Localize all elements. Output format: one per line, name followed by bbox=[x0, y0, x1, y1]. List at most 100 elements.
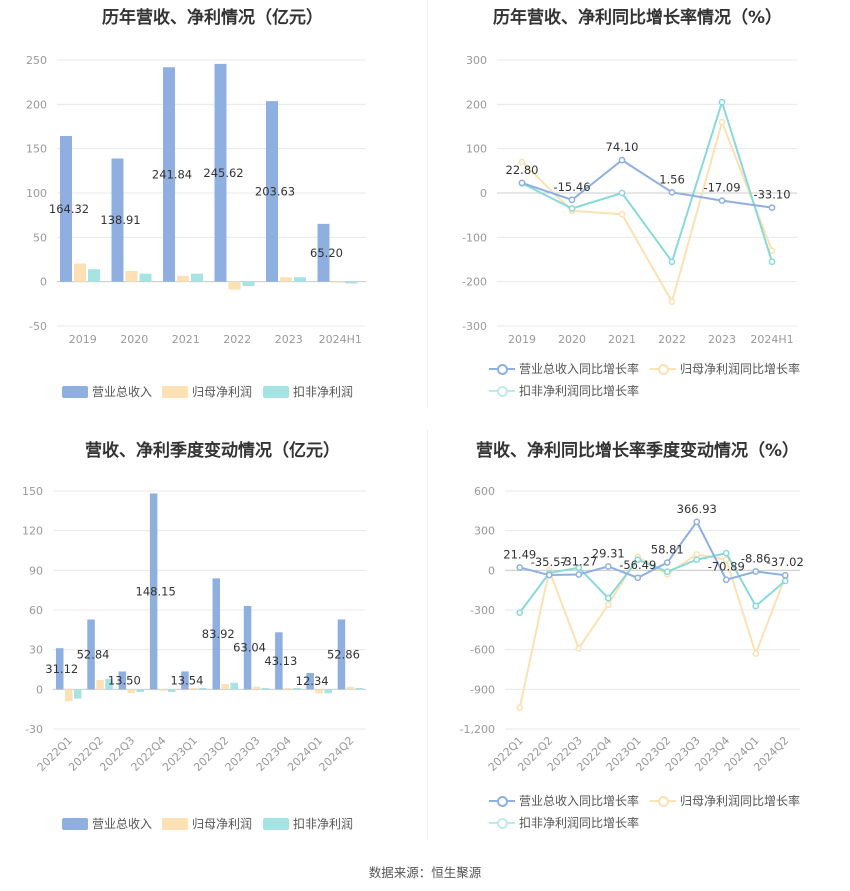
data-point bbox=[752, 650, 760, 657]
bar-1 bbox=[149, 493, 158, 690]
data-point bbox=[693, 518, 701, 526]
bar-2 bbox=[252, 686, 261, 690]
quarterly-revenue-bar-chart: -3003060901201502022Q12022Q22022Q32022Q4… bbox=[22, 485, 366, 774]
chart-title: 历年营收、净利情况（亿元） bbox=[102, 8, 323, 28]
x-tick-label: 2022 bbox=[223, 333, 251, 346]
data-label: 13.54 bbox=[170, 673, 203, 687]
bar-3 bbox=[105, 678, 113, 690]
data-label: 52.86 bbox=[327, 647, 360, 661]
legend-label: 扣非净利润 bbox=[293, 817, 354, 831]
bar-1 bbox=[266, 101, 278, 282]
data-point bbox=[634, 574, 642, 582]
bar-3 bbox=[293, 688, 301, 690]
bar-2 bbox=[65, 689, 73, 702]
data-point bbox=[768, 204, 776, 212]
data-point bbox=[693, 551, 701, 558]
y-tick-label: 150 bbox=[22, 485, 43, 498]
data-point bbox=[618, 189, 626, 197]
data-label: 52.84 bbox=[77, 647, 110, 661]
vertical-divider bbox=[427, 430, 428, 840]
legend-item[interactable]: 扣非净利润 bbox=[263, 815, 353, 832]
bar-2 bbox=[127, 689, 136, 694]
bar-1 bbox=[275, 632, 283, 690]
data-label: -15.46 bbox=[553, 180, 590, 194]
data-point bbox=[752, 602, 760, 610]
legend-swatch bbox=[263, 817, 289, 830]
x-tick-label: 2023 bbox=[275, 333, 303, 346]
legend: 营业总收入同比增长率 归母净利润同比增长率 扣非净利润同比增长率 bbox=[425, 792, 850, 832]
legend-swatch bbox=[489, 363, 515, 375]
bar-3 bbox=[324, 689, 332, 694]
chart-title: 营收、净利同比增长率季度变动情况（%） bbox=[475, 441, 800, 461]
data-label: -35.57 bbox=[531, 555, 568, 569]
legend-item[interactable]: 归母净利润同比增长率 bbox=[650, 792, 800, 809]
x-tick-label: 2020 bbox=[558, 333, 586, 346]
legend-swatch bbox=[162, 385, 188, 398]
data-source-note: 数据来源：恒生聚源 bbox=[368, 865, 482, 880]
y-tick-label: 200 bbox=[26, 98, 47, 111]
data-point bbox=[722, 576, 730, 584]
bar-1 bbox=[163, 67, 175, 282]
legend-item[interactable]: 扣非净利润同比增长率 bbox=[489, 814, 639, 831]
data-point bbox=[618, 156, 626, 164]
series-line-2 bbox=[521, 118, 773, 305]
bar-1 bbox=[337, 619, 346, 690]
legend-item[interactable]: 归母净利润同比增长率 bbox=[650, 360, 800, 377]
series-line-2 bbox=[518, 553, 787, 709]
y-tick-label: 600 bbox=[474, 485, 495, 498]
bar-2 bbox=[125, 271, 138, 282]
series-line-1 bbox=[519, 519, 786, 581]
bar-1 bbox=[317, 223, 330, 282]
legend-item[interactable]: 营业总收入同比增长率 bbox=[489, 792, 639, 809]
data-label: 65.20 bbox=[310, 246, 343, 260]
legend-item[interactable]: 营业总收入同比增长率 bbox=[489, 360, 639, 377]
x-tick-label: 2023 bbox=[708, 333, 736, 346]
data-point bbox=[663, 568, 671, 576]
data-label: -37.02 bbox=[767, 555, 804, 569]
bar-3 bbox=[294, 277, 306, 282]
legend-label: 归母净利润同比增长率 bbox=[680, 362, 801, 376]
y-tick-label: 120 bbox=[22, 525, 43, 538]
legend-swatch bbox=[489, 385, 515, 397]
legend-swatch bbox=[489, 795, 515, 807]
series-line-3 bbox=[518, 552, 786, 614]
legend-item[interactable]: 扣非净利润 bbox=[263, 383, 353, 400]
data-label: 29.31 bbox=[592, 546, 625, 560]
data-point bbox=[668, 188, 676, 196]
y-tick-label: -100 bbox=[462, 231, 487, 244]
bar-1 bbox=[60, 135, 72, 282]
y-tick-label: 50 bbox=[33, 231, 47, 244]
panel-annual-growth: 历年营收、净利同比增长率情况（%） -300 -200 -100 0 100 200 300… bbox=[425, 0, 850, 410]
data-label: -8.86 bbox=[741, 552, 771, 566]
x-tick-label: 2024H1 bbox=[750, 333, 793, 346]
legend-item[interactable]: 营业总收入 bbox=[62, 815, 152, 832]
data-label: 43.13 bbox=[264, 654, 297, 668]
legend-label: 扣非净利润 bbox=[293, 385, 354, 399]
bar-3 bbox=[167, 689, 176, 692]
bar-3 bbox=[139, 273, 152, 282]
legend: 营业总收入同比增长率 归母净利润同比增长率 扣非净利润同比增长率 bbox=[425, 360, 850, 400]
data-point bbox=[663, 559, 671, 566]
data-label: -31.27 bbox=[560, 554, 597, 568]
bar-3 bbox=[261, 688, 270, 690]
legend-item[interactable]: 归母净利润 bbox=[162, 815, 252, 832]
bar-2 bbox=[158, 689, 167, 691]
series-line-3 bbox=[521, 98, 773, 264]
bar-1 bbox=[56, 648, 64, 690]
x-tick-label: 2021 bbox=[608, 333, 636, 346]
data-point bbox=[722, 549, 730, 557]
y-tick-label: 60 bbox=[29, 604, 43, 617]
bar-3 bbox=[74, 689, 82, 699]
legend-item[interactable]: 营业总收入 bbox=[62, 383, 152, 400]
legend-item[interactable]: 扣非净利润同比增长率 bbox=[489, 382, 639, 399]
legend-swatch bbox=[62, 817, 88, 830]
data-point bbox=[575, 644, 583, 652]
y-tick-label: -600 bbox=[470, 644, 495, 657]
bar-2 bbox=[177, 275, 189, 282]
quarterly-growth-line-chart: -1,200-900-600-30003006002022Q12022Q2202… bbox=[460, 485, 804, 774]
legend-item[interactable]: 归母净利润 bbox=[162, 383, 252, 400]
data-point bbox=[516, 704, 524, 712]
legend-label: 营业总收入 bbox=[92, 817, 153, 831]
y-tick-label: 100 bbox=[466, 143, 487, 156]
data-label: 58.81 bbox=[651, 543, 684, 557]
